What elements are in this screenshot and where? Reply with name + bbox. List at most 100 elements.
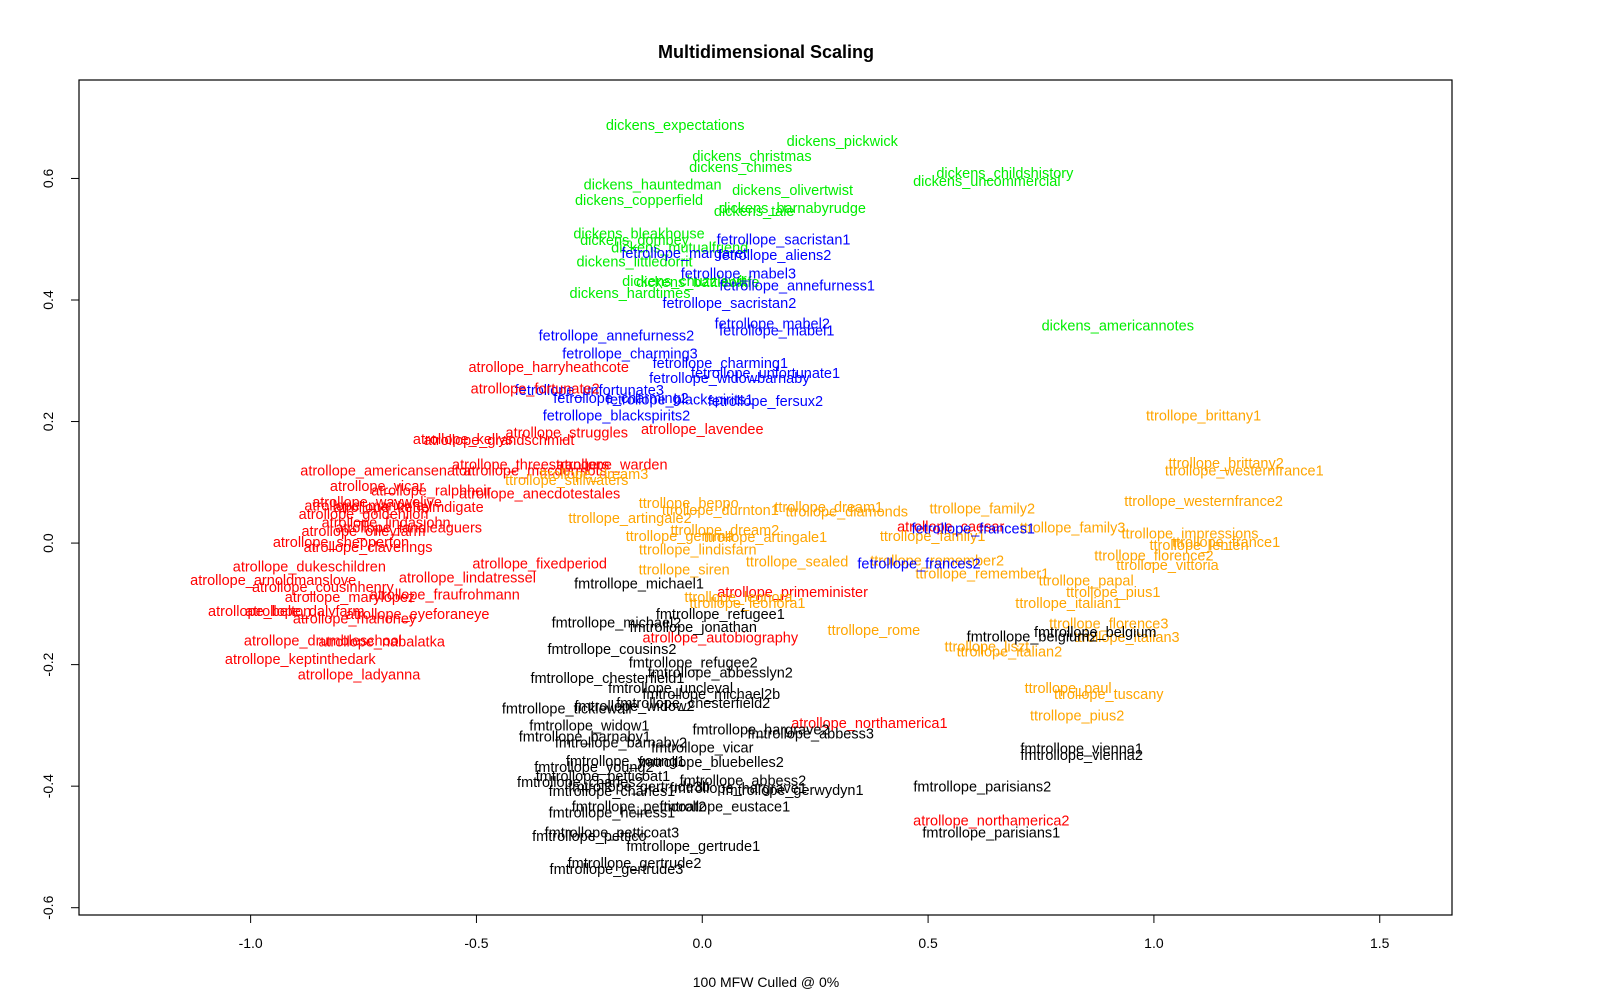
point-label-dickens: dickens_olivertwist <box>732 183 853 199</box>
point-label-atrollope: atrollope_marylopez <box>285 590 416 606</box>
point-label-ttrollope: ttrollope_westernfrance1 <box>1165 463 1324 479</box>
point-label-fmtrollope: fmtrollope_gerwydyn1 <box>722 783 864 799</box>
x-tick-label: 0.0 <box>693 935 713 951</box>
point-label-fmtrollope: fmtrollope_pettico <box>532 829 646 845</box>
y-tick-label: 0.0 <box>40 533 56 553</box>
x-tick-label: 1.5 <box>1370 935 1390 951</box>
point-label-fmtrollope: fmtrollope_chesterfield2 <box>616 696 770 712</box>
point-label-fmtrollope: fmtrollope_widow1 <box>529 719 649 735</box>
point-label-ttrollope: ttrollope_family3 <box>1020 520 1126 536</box>
point-label-ttrollope: ttrollope_leonora1 <box>689 596 805 612</box>
point-label-fmtrollope: fmtrollope_hargrave2 <box>692 722 829 738</box>
point-label-ttrollope: ttrollope_italian3 <box>1074 630 1180 646</box>
point-label-ttrollope: ttrollope_italian1 <box>1015 596 1121 612</box>
point-label-fmtrollope: fmtrollope_bluebelles2 <box>639 755 784 771</box>
point-label-ttrollope: ttrollope_remember2 <box>870 553 1004 569</box>
point-label-fmtrollope: fmtrollope_petticoat3 <box>545 826 680 842</box>
point-label-fmtrollope: fmtrollope_abbess3 <box>747 727 874 743</box>
point-label-ttrollope: ttrollope_liszt <box>944 640 1029 656</box>
point-label-fmtrollope: fmtrollope_petticoat2 <box>572 799 707 815</box>
point-label-fmtrollope: fmtrollope_barnaby2 <box>555 736 687 752</box>
point-label-atrollope: atrollope_threestrangers <box>452 457 609 473</box>
point-label-atrollope: atrollope_eyeforaneye <box>346 607 490 623</box>
point-label-atrollope: atrollope_nabalatka <box>318 635 446 651</box>
point-label-fmtrollope: fmtrollope_petticoat1 <box>536 769 671 785</box>
point-label-dickens: dickens_expectations <box>606 118 745 134</box>
point-label-dickens: dickens_copperfield <box>575 193 703 209</box>
x-tick-label: 1.0 <box>1144 935 1164 951</box>
point-label-atrollope: atrollope_orleyfarm <box>301 524 425 540</box>
point-label-fmtrollope: fmtrollope_hargrave1 <box>670 781 807 797</box>
point-label-ttrollope: ttrollope_leonora <box>684 590 793 606</box>
point-label-ttrollope: ttrollope_brittany2 <box>1169 456 1284 472</box>
point-label-atrollope: atrollope_americansenator <box>300 463 472 479</box>
point-label-dickens: dickens_tale <box>714 204 795 220</box>
point-label-ttrollope: ttrollope_siren <box>639 562 730 578</box>
point-label-fetrollope: fetrollope_mabel2 <box>715 316 830 332</box>
point-label-fmtrollope: fmtrollope_charles2 <box>517 775 644 791</box>
point-label-ttrollope: ttrollope_paul <box>1025 681 1112 697</box>
point-label-ttrollope: ttrollope_remember1 <box>915 567 1049 583</box>
point-label-fmtrollope: fmtrollope_young2 <box>534 760 653 776</box>
point-label-fmtrollope: fmtrollope_charles1 <box>549 784 676 800</box>
point-label-atrollope: atrollope_keptinthedark <box>225 652 376 668</box>
point-label-fmtrollope: fmtrollope_heiress1 <box>549 806 676 822</box>
point-label-ttrollope: ttrollope_florence3 <box>1049 617 1168 633</box>
y-tick-label: -0.6 <box>40 895 56 919</box>
point-label-fetrollope: fetrollope_annefurness2 <box>539 328 695 344</box>
point-label-atrollope: atrollope_warden <box>556 457 667 473</box>
point-label-dickens: dickens_hauntedman <box>584 178 722 194</box>
point-label-atrollope: atrollope_caesar <box>897 519 1004 535</box>
point-label-fmtrollope: fmtrollope_young1 <box>566 754 685 770</box>
y-tick-label: 0.2 <box>40 412 56 432</box>
point-label-atrollope: atrollope_kenelmdigate <box>334 500 484 516</box>
point-label-dickens: dickens_pickwick <box>787 134 899 150</box>
point-label-ttrollope: ttrollope_dream3 <box>539 467 648 483</box>
point-label-atrollope: atrollope_arnoldmanslove <box>190 573 356 589</box>
point-label-atrollope: atrollope_ralphheir <box>371 483 491 499</box>
point-label-atrollope: atrollope_primeminister <box>717 585 868 601</box>
point-label-ttrollope: ttrollope_lindisfarn <box>639 542 757 558</box>
point-label-ttrollope: ttrollope_italian2 <box>957 644 1063 660</box>
point-label-fetrollope: fetrollope_frances1 <box>912 522 1035 538</box>
point-label-atrollope: atrollope_macdermots <box>463 463 606 479</box>
point-label-fmtrollope: fmtrollope_refugee1 <box>656 607 785 623</box>
point-label-ttrollope: ttrollope_dream2 <box>670 523 779 539</box>
y-tick-label: -0.4 <box>40 774 56 798</box>
point-label-fetrollope: fetrollope_widowbarnaby <box>649 371 810 387</box>
point-label-dickens: dickens_dombey <box>580 233 690 249</box>
point-label-fmtrollope: fmtrollope_michael1 <box>574 576 704 592</box>
point-label-fmtrollope: fmtrollope_michael2b <box>642 687 780 703</box>
point-label-ttrollope: ttrollope_papal <box>1039 573 1134 589</box>
point-label-ttrollope: ttrollope_pius1 <box>1066 585 1160 601</box>
point-label-dickens: dickens_mutualfriend <box>611 240 748 256</box>
y-tick-label: -0.2 <box>40 652 56 676</box>
point-label-fetrollope: fetrollope_charming2 <box>553 391 688 407</box>
point-label-ttrollope: ttrollope_beppo <box>639 496 739 512</box>
point-label-dickens: dickens_childshistory <box>936 166 1074 182</box>
point-label-dickens: dickens_chuzzlewit <box>622 274 746 290</box>
point-label-atrollope: atrollope_vicar <box>330 479 424 495</box>
point-label-fetrollope: fetrollope_sacristan2 <box>662 296 796 312</box>
point-label-atrollope: atrollope_mahoney <box>293 612 417 628</box>
point-label-atrollope: atrollope_northamerica1 <box>791 716 947 732</box>
point-label-ttrollope: ttrollope_vittoria <box>1116 558 1219 574</box>
point-label-fetrollope: fetrollope_frances2 <box>857 556 980 572</box>
point-label-fmtrollope: fmtrollope_cousins2 <box>547 642 676 658</box>
point-label-fmtrollope: fmtrollope_jonathan <box>630 620 757 636</box>
point-label-fetrollope: fetrollope_unfortunate3 <box>515 383 664 399</box>
point-label-fmtrollope: fmtrollope_chesterfield1 <box>530 671 684 687</box>
x-axis-label: 100 MFW Culled @ 0% <box>693 974 839 990</box>
point-label-atrollope: atrollope_waywelive <box>312 495 442 511</box>
point-label-fmtrollope: fmtrollope_abbesslyn2 <box>648 666 793 682</box>
point-label-fmtrollope: fmtrollope_belgium2 <box>967 629 1098 645</box>
point-label-fmtrollope: fmtrollope_widow2 <box>574 699 694 715</box>
point-label-fmtrollope: fmtrollope_parisians2 <box>913 779 1051 795</box>
point-label-atrollope: atrollope_goldenlion <box>299 507 429 523</box>
point-label-fmtrollope: fmtrollope_vienna1 <box>1020 742 1143 758</box>
point-label-ttrollope: ttrollope_artingale2 <box>568 511 691 527</box>
x-axis: -1.0 -0.5 0.0 0.5 1.0 1.5 <box>239 914 1390 951</box>
point-label-atrollope: atrollope_kellys <box>413 432 513 448</box>
point-label-ttrollope: ttrollope_artingale1 <box>704 530 827 546</box>
